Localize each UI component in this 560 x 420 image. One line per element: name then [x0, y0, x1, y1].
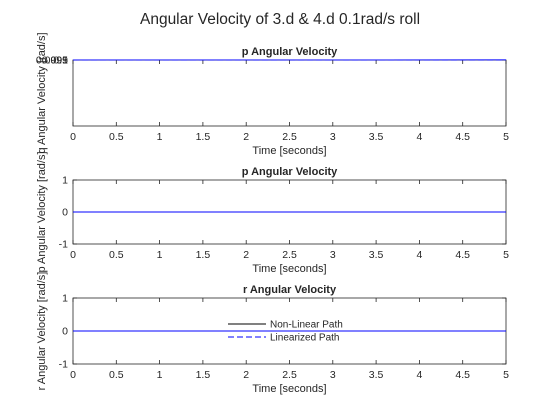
x-tick-label: 5 — [503, 369, 509, 381]
subplot-2: p Angular Velocity 0 0.5 1 1.5 2 2.5 3 3.5 4 4.5 5 1… — [36, 151, 509, 275]
x-tick-label: 2 — [243, 369, 249, 381]
y-axis-label: p Angular Velocity [rad/s] — [36, 151, 48, 272]
x-tick-label: 4.5 — [455, 249, 470, 261]
y-tick-label: 0 — [62, 326, 68, 338]
x-tick-label: 5 — [503, 249, 509, 261]
x-axis-label: Time [seconds] — [252, 263, 326, 275]
y-tick-label: 0 — [62, 207, 68, 219]
x-tick-label: 0 — [70, 131, 76, 143]
legend-label: Linearized Path — [270, 333, 340, 344]
x-tick-label: 2.5 — [282, 369, 297, 381]
x-tick-label: 2 — [243, 249, 249, 261]
y-tick-label: 1 — [62, 293, 68, 305]
y-tick-label: 0.099 — [42, 54, 68, 66]
x-tick-label: 2.5 — [282, 131, 297, 143]
x-tick-label: 2.5 — [282, 249, 297, 261]
x-tick-label: 4 — [416, 131, 422, 143]
x-tick-label: 4 — [416, 249, 422, 261]
x-tick-label: 0.5 — [109, 249, 124, 261]
x-tick-label: 4.5 — [455, 131, 470, 143]
y-axis-label: r Angular Velocity [rad/s] — [36, 272, 48, 391]
x-tick-label: 1 — [157, 131, 163, 143]
x-tick-label: 1.5 — [196, 249, 211, 261]
subplots: p Angular Velocity 0 0.5 1 1.5 2 2.5 3 3.5 4 4.5 5 0… — [36, 32, 509, 395]
y-tick-label: 0.0995 — [36, 54, 68, 66]
subplot-1: p Angular Velocity 0 0.5 1 1.5 2 2.5 3 3.5 4 4.5 5 0… — [36, 32, 509, 157]
y-tick-label: -1 — [59, 239, 68, 251]
legend-label: Non-Linear Path — [270, 320, 343, 331]
subplot-title: r Angular Velocity — [243, 284, 337, 296]
x-axis-label: Time [seconds] — [252, 145, 326, 157]
y-tick-label: -1 — [59, 359, 68, 371]
y-axis-label: q Angular Velocity [rad/s] — [36, 32, 48, 153]
x-tick-label: 3.5 — [369, 369, 384, 381]
x-tick-label: 4 — [416, 369, 422, 381]
x-tick-label: 3 — [330, 249, 336, 261]
y-tick-label: 1 — [62, 175, 68, 187]
x-tick-label: 3 — [330, 369, 336, 381]
x-axis-label: Time [seconds] — [252, 383, 326, 395]
figure-suptitle: Angular Velocity of 3.d & 4.d 0.1rad/s r… — [140, 11, 420, 28]
x-tick-label: 0 — [70, 249, 76, 261]
x-tick-label: 3.5 — [369, 249, 384, 261]
y-tick-label: 0.1 — [53, 54, 68, 66]
x-tick-label: 3 — [330, 131, 336, 143]
x-tick-label: 1.5 — [196, 131, 211, 143]
x-tick-label: 1.5 — [196, 369, 211, 381]
x-tick-label: 0 — [70, 369, 76, 381]
x-tick-label: 2 — [243, 131, 249, 143]
x-tick-label: 1 — [157, 249, 163, 261]
x-tick-label: 4.5 — [455, 369, 470, 381]
x-tick-label: 0.5 — [109, 369, 124, 381]
x-tick-label: 3.5 — [369, 131, 384, 143]
axes-box — [72, 59, 507, 127]
subplot-3: r Angular Velocity 0 0.5 1 1.5 2 2.5 3 3.5 4 4.5 5 1… — [36, 272, 509, 395]
x-tick-label: 5 — [503, 131, 509, 143]
legend: Non-Linear Path Linearized Path — [228, 320, 343, 344]
x-tick-label: 0.5 — [109, 131, 124, 143]
subplot-title: p Angular Velocity — [242, 46, 338, 58]
x-tick-label: 1 — [157, 369, 163, 381]
subplot-title: p Angular Velocity — [242, 166, 338, 178]
